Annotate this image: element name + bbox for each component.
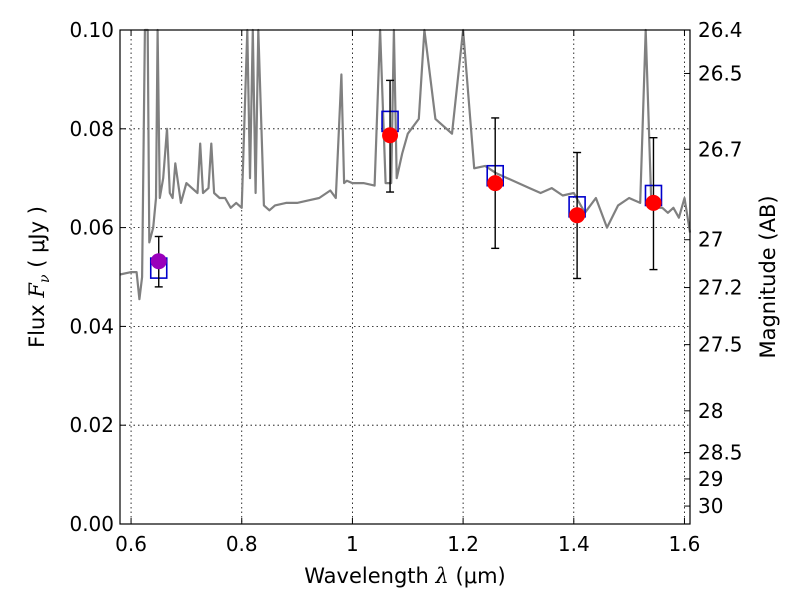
y-tick-label: 0.06 (69, 216, 114, 240)
x-tick-label: 1.6 (669, 532, 701, 556)
grid (120, 29, 690, 525)
x-tick-label: 1.2 (447, 532, 479, 556)
mag-tick-label: 27 (698, 228, 723, 252)
axis-ticks: 0.6 0.8 1 1.2 1.4 1.6 0.00 0.02 0.04 0.06 0.08 0.10… (69, 18, 742, 556)
model-spectrum (119, 28, 692, 301)
observed-point (382, 127, 399, 144)
y-tick-label: 0.00 (69, 512, 114, 536)
y2-axis-title: Magnitude (AB) (756, 195, 780, 358)
observed-point (569, 207, 586, 224)
observed-point (487, 175, 504, 192)
y-tick-label: 0.04 (69, 314, 114, 338)
x-tick-label: 0.6 (115, 532, 147, 556)
observed-point (645, 194, 662, 211)
mag-tick-label: 26.5 (698, 61, 743, 85)
x-tick-label: 0.8 (226, 532, 258, 556)
y-tick-label: 0.02 (69, 413, 114, 437)
mag-tick-label: 26.4 (698, 18, 743, 42)
y-axis-title: Flux Fν ( μJy ) (25, 206, 53, 348)
x-tick-label: 1 (346, 532, 359, 556)
x-tick-label: 1.4 (558, 532, 590, 556)
y-tick-label: 0.08 (69, 117, 114, 141)
y-tick-label: 0.10 (69, 18, 114, 42)
observed-points (150, 127, 662, 270)
spectrum-line (119, 28, 692, 301)
mag-tick-label: 30 (698, 494, 723, 518)
observed-point (150, 253, 167, 270)
mag-tick-label: 27.2 (698, 276, 743, 300)
x-axis-title: Wavelength λ (μm) (304, 564, 505, 588)
plot-frame (119, 29, 691, 525)
mag-tick-label: 26.7 (698, 137, 743, 161)
mag-tick-label: 29 (698, 467, 723, 491)
mag-tick-label: 28.5 (698, 441, 743, 465)
mag-tick-label: 28 (698, 399, 723, 423)
error-bars (154, 79, 658, 288)
mag-tick-label: 27.5 (698, 333, 743, 357)
